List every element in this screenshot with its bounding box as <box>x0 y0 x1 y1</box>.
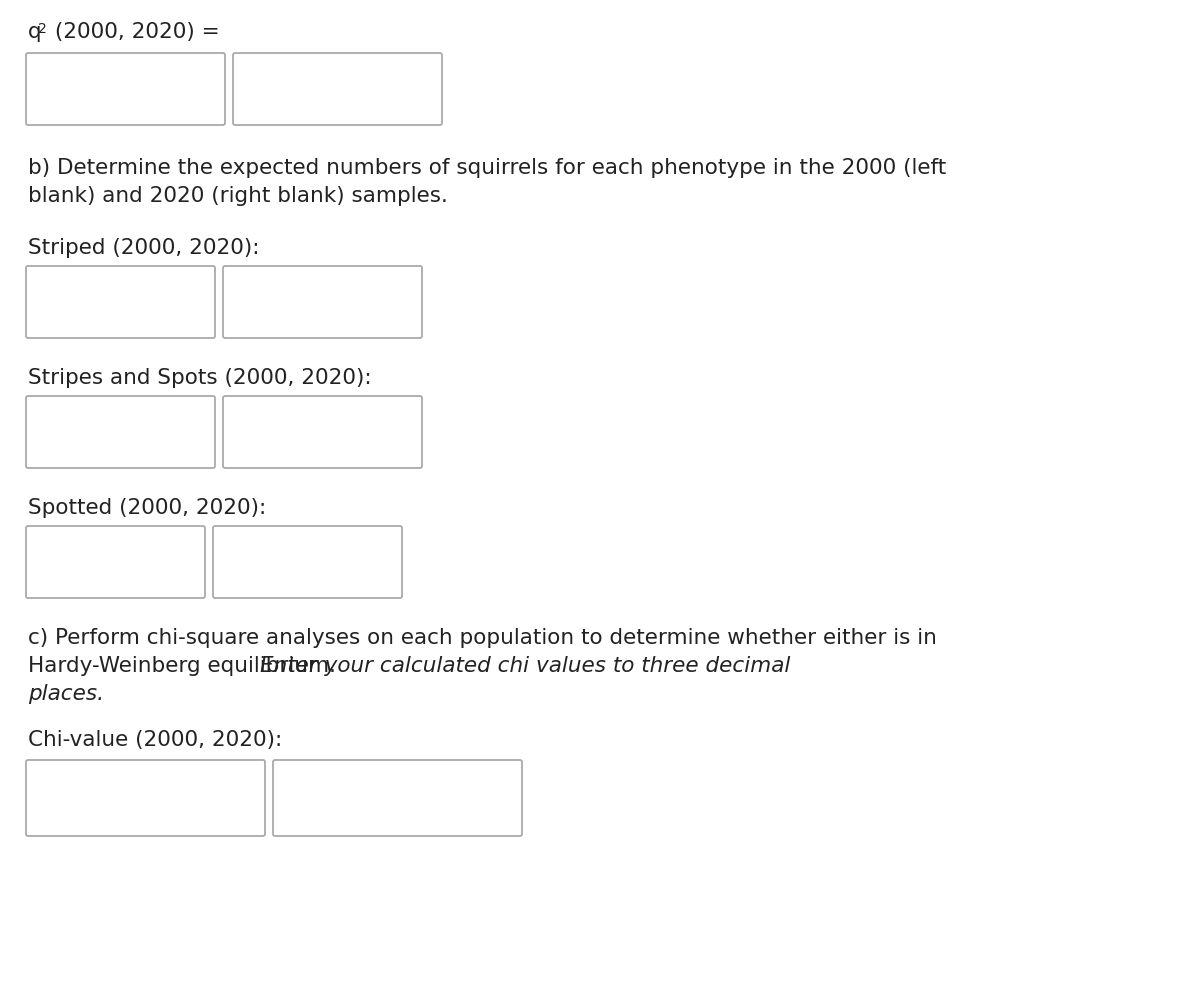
FancyBboxPatch shape <box>26 53 226 125</box>
Text: Enter your calculated chi values to three decimal: Enter your calculated chi values to thre… <box>260 656 791 676</box>
Text: b) Determine the expected numbers of squirrels for each phenotype in the 2000 (l: b) Determine the expected numbers of squ… <box>28 158 947 178</box>
FancyBboxPatch shape <box>26 396 215 468</box>
FancyBboxPatch shape <box>26 760 265 836</box>
Text: c) Perform chi-square analyses on each population to determine whether either is: c) Perform chi-square analyses on each p… <box>28 628 937 648</box>
Text: 2: 2 <box>38 22 47 36</box>
Text: Spotted (2000, 2020):: Spotted (2000, 2020): <box>28 498 266 518</box>
Text: Chi-value (2000, 2020):: Chi-value (2000, 2020): <box>28 730 282 750</box>
Text: Hardy-Weinberg equilibrium.: Hardy-Weinberg equilibrium. <box>28 656 343 676</box>
Text: places.: places. <box>28 684 104 704</box>
Text: q: q <box>28 22 42 42</box>
Text: blank) and 2020 (right blank) samples.: blank) and 2020 (right blank) samples. <box>28 186 448 206</box>
Text: Stripes and Spots (2000, 2020):: Stripes and Spots (2000, 2020): <box>28 368 372 388</box>
Text: (2000, 2020) =: (2000, 2020) = <box>48 22 220 42</box>
FancyBboxPatch shape <box>233 53 442 125</box>
FancyBboxPatch shape <box>274 760 522 836</box>
Text: Striped (2000, 2020):: Striped (2000, 2020): <box>28 238 259 258</box>
FancyBboxPatch shape <box>26 526 205 598</box>
FancyBboxPatch shape <box>26 266 215 338</box>
FancyBboxPatch shape <box>214 526 402 598</box>
FancyBboxPatch shape <box>223 396 422 468</box>
FancyBboxPatch shape <box>223 266 422 338</box>
